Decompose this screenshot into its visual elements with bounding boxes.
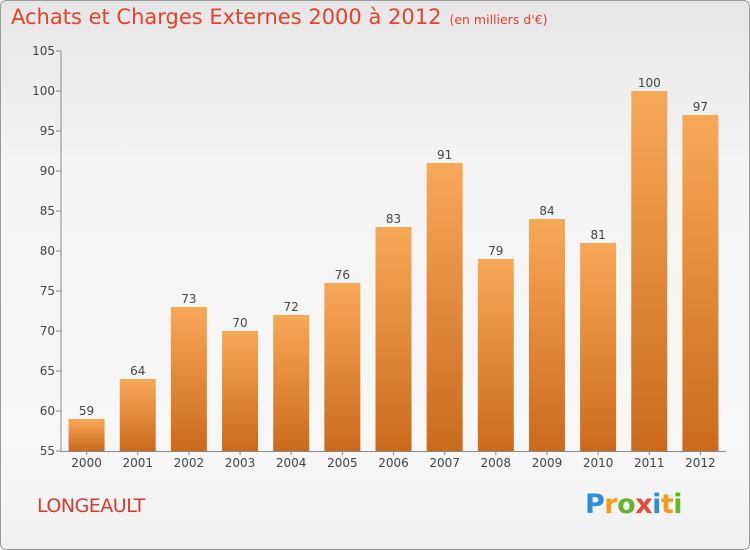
- bar: [477, 259, 514, 451]
- y-axis-ticks: 55 60 65 70 75 80 85 90 95 100 105: [32, 44, 61, 458]
- y-tick-label: 75: [40, 284, 55, 298]
- x-tick-label: 2008: [481, 456, 512, 470]
- x-tick-label: 2002: [174, 456, 205, 470]
- bar: [222, 331, 259, 451]
- logo-letter: P: [585, 489, 605, 520]
- data-label: 97: [693, 100, 708, 114]
- x-tick-label: 2005: [327, 456, 358, 470]
- y-tick-label: 60: [40, 404, 55, 418]
- x-tick-label: 2001: [122, 456, 153, 470]
- logo-letter: t: [660, 489, 674, 520]
- bar: [68, 419, 105, 451]
- y-tick-label: 85: [40, 204, 55, 218]
- x-tick-label: 2010: [583, 456, 614, 470]
- proxiti-logo[interactable]: Proxiti: [585, 489, 683, 520]
- bar: [324, 283, 361, 451]
- bar: [682, 115, 719, 451]
- y-tick-label: 95: [40, 124, 55, 138]
- bar: [170, 307, 207, 451]
- chart-title: Achats et Charges Externes 2000 à 2012: [11, 5, 442, 29]
- data-label: 79: [488, 244, 503, 258]
- logo-letter: i: [673, 489, 683, 520]
- y-tick-label: 90: [40, 164, 55, 178]
- bar: [580, 243, 617, 451]
- x-axis-labels: 2000 2001 2002 2003 2004 2005 2006 2007 2008 2009…: [71, 451, 716, 470]
- y-tick-label: 65: [40, 364, 55, 378]
- x-tick-label: 2012: [685, 456, 716, 470]
- x-tick-label: 2006: [378, 456, 409, 470]
- y-tick-label: 80: [40, 244, 55, 258]
- data-label: 83: [386, 212, 401, 226]
- bar: [631, 91, 668, 451]
- data-label: 73: [181, 292, 196, 306]
- bar: [273, 315, 310, 451]
- x-tick-label: 2004: [276, 456, 307, 470]
- bar: [119, 379, 156, 451]
- data-label: 100: [638, 76, 661, 90]
- logo-letter: i: [652, 489, 661, 520]
- data-label: 59: [79, 404, 94, 418]
- data-label: 70: [232, 316, 247, 330]
- y-tick-label: 105: [32, 44, 55, 58]
- chart-subtitle: (en milliers d'€): [449, 12, 548, 27]
- x-tick-label: 2009: [532, 456, 563, 470]
- x-tick-label: 2003: [225, 456, 256, 470]
- title-row: Achats et Charges Externes 2000 à 2012 (e…: [11, 5, 548, 29]
- bar: [426, 163, 463, 451]
- data-label: 76: [335, 268, 350, 282]
- logo-letter: r: [604, 489, 618, 520]
- x-tick-label: 2011: [634, 456, 665, 470]
- bar: [528, 219, 565, 451]
- x-tick-label: 2000: [71, 456, 102, 470]
- data-label: 84: [539, 204, 554, 218]
- y-tick-label: 55: [40, 444, 55, 458]
- data-label: 91: [437, 148, 452, 162]
- data-label: 64: [130, 364, 145, 378]
- logo-letter: x: [635, 489, 653, 520]
- logo-letter: o: [617, 489, 636, 520]
- data-label: 72: [284, 300, 299, 314]
- bar: [375, 227, 412, 451]
- y-tick-label: 100: [32, 84, 55, 98]
- x-tick-label: 2007: [429, 456, 460, 470]
- data-label: 81: [590, 228, 605, 242]
- commune-name: LONGEAULT: [37, 495, 145, 517]
- y-tick-label: 70: [40, 324, 55, 338]
- bars-group: 59 64 73 70 72 76 83 91 79 84 81 100 97: [68, 76, 719, 451]
